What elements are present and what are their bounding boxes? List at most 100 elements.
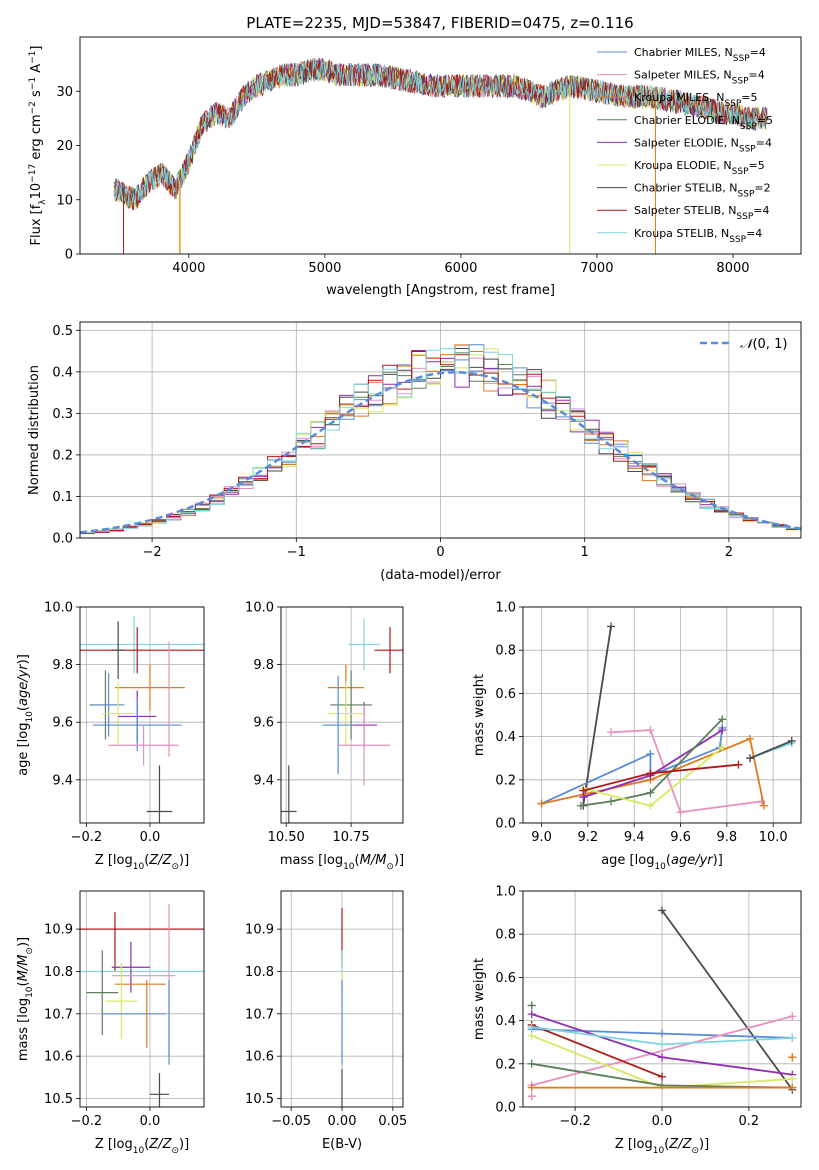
series-marker [646, 749, 655, 758]
series-marker [788, 1012, 797, 1021]
series-marker [746, 754, 755, 763]
y-tick-label: 0.1 [52, 490, 73, 505]
y-tick-label: 10.6 [245, 1050, 274, 1065]
legend: Chabrier MILES, NSSP=4 Salpeter MILES, NS… [597, 46, 773, 245]
series-marker [788, 1074, 797, 1083]
chart-age-vs-mass: 10.50 10.75 9.4 9.6 9.8 10.0 mass [log10(M/M⊙)… [245, 601, 404, 873]
axes-frame [522, 606, 802, 824]
x-axis-label: Z [log10(Z/Z⊙)] [615, 1137, 709, 1156]
y-tick-label: 0.5 [52, 324, 73, 339]
series-line [661, 909, 794, 1091]
y-tick-label: 10.9 [44, 923, 73, 938]
x-tick-label: 0.0 [140, 830, 161, 845]
y-tick-label: 0.4 [495, 1014, 516, 1029]
series-marker [658, 1029, 666, 1038]
series-marker [527, 1023, 536, 1032]
series-marker [579, 786, 588, 795]
legend-entry: Salpeter STELIB, NSSP=4 [634, 204, 770, 222]
y-axis-label: age [log10(age/yr)] [16, 654, 35, 776]
data-layer [113, 57, 768, 254]
y-tick-label: 9.8 [253, 658, 274, 673]
chart-spectrum: 4000 5000 6000 7000 8000 0 10 20 30 wavelength [A… [28, 36, 802, 298]
chart-mass-weight-vs-age: 9.0 9.2 9.4 9.6 9.8 10.0 0.0 0.2 0.4 0.6 0.8 1.0 age… [472, 601, 802, 872]
chart-residuals: −2 −1 0 1 2 0.0 0.1 0.2 0.3 0.4 0.5 (data-model)/er… [27, 321, 802, 583]
legend-entry: 𝒩(0, 1) [740, 337, 787, 352]
x-tick-label: 1 [581, 545, 589, 560]
x-tick-label: 4000 [172, 261, 205, 276]
series-line [582, 746, 723, 807]
series-marker [527, 1083, 536, 1092]
y-axis-label: mass [log10(M/M⊙)] [16, 937, 35, 1061]
x-axis-label: age [log10(age/yr)] [601, 853, 723, 872]
series-marker [576, 801, 585, 810]
series-marker [658, 906, 666, 915]
legend-entry: Chabrier STELIB, NSSP=2 [634, 182, 771, 200]
x-axis-label: wavelength [Angstrom, rest frame] [326, 283, 555, 298]
x-tick-label: 0.2 [739, 1114, 760, 1129]
y-tick-label: 0.2 [52, 448, 73, 463]
y-tick-label: 30 [56, 85, 73, 100]
x-tick-label: 9.2 [578, 830, 599, 845]
x-tick-label: 9.6 [670, 830, 691, 845]
x-tick-label: −0.2 [71, 1114, 103, 1129]
figure-title: PLATE=2235, MJD=53847, FIBERID=0475, z=0… [246, 14, 633, 32]
axes-frame [280, 606, 404, 824]
y-tick-label: 10.5 [44, 1092, 73, 1107]
normal-reference-curve [80, 371, 801, 534]
series-marker [734, 760, 743, 769]
series-line [582, 626, 612, 806]
y-tick-label: 10.8 [245, 965, 274, 980]
y-tick-label: 9.8 [52, 658, 73, 673]
series-marker [718, 743, 727, 752]
series-line [749, 740, 793, 760]
x-tick-label: 0.05 [378, 1114, 407, 1129]
y-tick-label: 10.5 [245, 1092, 274, 1107]
series-marker [607, 728, 616, 737]
x-tick-label: 9.8 [717, 830, 738, 845]
series-marker [658, 1053, 666, 1062]
series-marker [527, 1001, 536, 1010]
legend-entry: Chabrier MILES, NSSP=4 [634, 46, 766, 64]
series-marker [527, 1010, 536, 1019]
series-marker [658, 1040, 666, 1049]
axes-frame [280, 890, 404, 1108]
series-marker [788, 1083, 797, 1092]
y-tick-label: 0.8 [495, 644, 516, 659]
legend-entry: Salpeter MILES, NSSP=4 [634, 69, 765, 87]
y-axis-label: mass weight [472, 674, 487, 756]
y-tick-label: 0.0 [495, 817, 516, 832]
y-tick-label: 10.9 [245, 923, 274, 938]
series-marker [527, 1092, 536, 1101]
x-tick-label: 5000 [308, 261, 341, 276]
x-axis-label: Z [log10(Z/Z⊙)] [95, 1137, 189, 1156]
chart-mass-vs-EBV: −0.05 0.00 0.05 10.5 10.6 10.7 10.8 10.9 E(B-V) [245, 890, 407, 1152]
x-tick-label: −0.2 [559, 1114, 591, 1129]
series-marker [718, 715, 727, 724]
y-tick-label: 0.6 [495, 687, 516, 702]
x-tick-label: 6000 [444, 261, 477, 276]
y-tick-label: 20 [56, 139, 73, 154]
series-marker [537, 799, 546, 808]
series-line [541, 727, 724, 805]
y-tick-label: 10.6 [44, 1050, 73, 1065]
x-axis-label: mass [log10(M/M⊙)] [280, 853, 404, 872]
series-marker [646, 801, 655, 810]
y-tick-label: 9.6 [253, 716, 274, 731]
legend-entry: Salpeter ELODIE, NSSP=4 [634, 136, 772, 154]
series-marker [788, 1033, 797, 1042]
x-axis-label: Z [log10(Z/Z⊙)] [95, 853, 189, 872]
series-marker [676, 808, 685, 817]
y-tick-label: 10.7 [245, 1007, 274, 1022]
y-tick-label: 1.0 [495, 601, 516, 616]
y-tick-label: 0 [65, 248, 73, 263]
data-layer [537, 622, 796, 817]
y-tick-label: 10.7 [44, 1007, 73, 1022]
axes-frame [79, 890, 205, 1108]
series-marker [787, 736, 796, 745]
x-tick-label: 0.0 [652, 1114, 673, 1129]
legend-entry: Kroupa MILES, NSSP=5 [634, 91, 758, 109]
chart-mass-weight-vs-Z: −0.2 0.0 0.2 0.0 0.2 0.4 0.6 0.8 1.0 Z [log10(Z/Z… [472, 885, 802, 1156]
legend-entry: Kroupa STELIB, NSSP=4 [634, 227, 762, 245]
y-tick-label: 0.3 [52, 407, 73, 422]
